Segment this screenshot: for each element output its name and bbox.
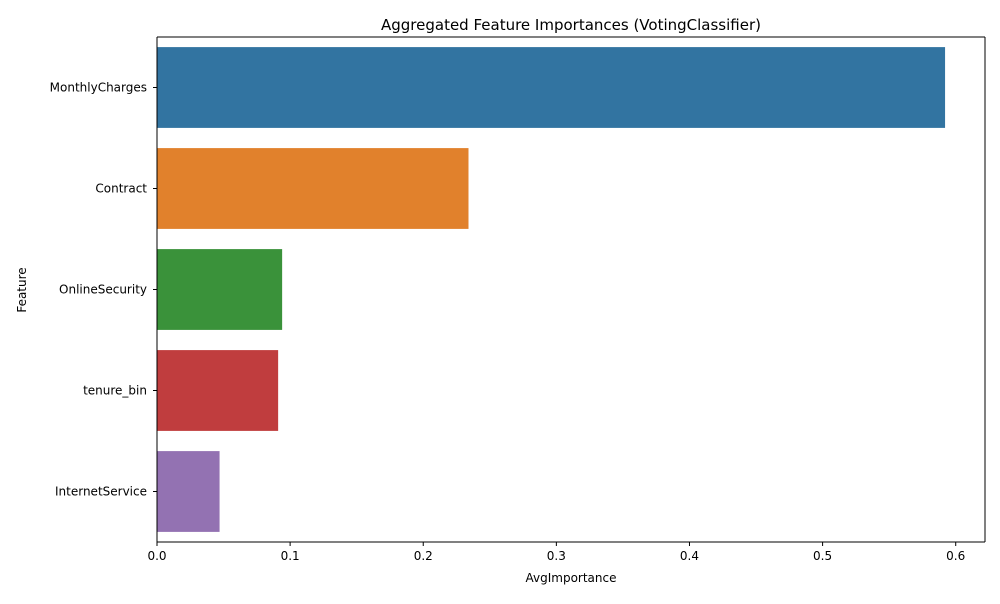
bars-group	[157, 47, 946, 532]
x-tick-label: 0.5	[813, 549, 832, 563]
y-tick-label: Contract	[95, 182, 147, 196]
x-axis-label: AvgImportance	[526, 571, 617, 585]
bar-InternetService	[157, 451, 220, 532]
x-tick-label: 0.0	[147, 549, 166, 563]
y-tick-label: tenure_bin	[83, 384, 147, 398]
bar-Contract	[157, 148, 469, 229]
x-axis-ticks: 0.0 0.1 0.2 0.3 0.4 0.5 0.6	[147, 542, 965, 563]
x-tick-label: 0.6	[946, 549, 965, 563]
bar-MonthlyCharges	[157, 47, 946, 128]
bar-OnlineSecurity	[157, 249, 283, 330]
bar-tenure_bin	[157, 350, 279, 431]
x-tick-label: 0.2	[414, 549, 433, 563]
x-tick-label: 0.1	[281, 549, 300, 563]
chart-title: Aggregated Feature Importances (VotingCl…	[381, 16, 761, 34]
y-axis-label: Feature	[15, 267, 29, 312]
x-tick-label: 0.4	[680, 549, 699, 563]
x-tick-label: 0.3	[547, 549, 566, 563]
y-tick-label: InternetService	[55, 485, 147, 499]
y-axis-ticks: MonthlyCharges Contract OnlineSecurity tenu…	[50, 81, 157, 499]
y-tick-label: OnlineSecurity	[59, 283, 147, 297]
y-tick-label: MonthlyCharges	[50, 81, 147, 95]
